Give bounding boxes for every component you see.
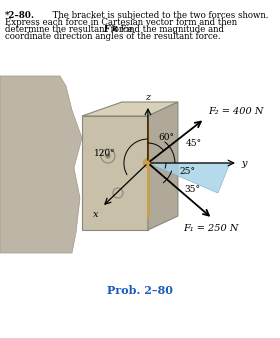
Polygon shape (0, 76, 82, 253)
Text: F₁ = 250 N: F₁ = 250 N (183, 224, 238, 233)
Circle shape (106, 154, 110, 158)
Polygon shape (148, 163, 230, 193)
Text: determine the resultant force: determine the resultant force (5, 25, 136, 34)
Text: . Find the magnitude and: . Find the magnitude and (115, 25, 224, 34)
Text: x: x (94, 210, 99, 219)
Text: Prob. 2–80: Prob. 2–80 (107, 285, 173, 295)
Text: The bracket is subjected to the two forces shown.: The bracket is subjected to the two forc… (47, 11, 269, 20)
Text: *2–80.: *2–80. (5, 11, 35, 20)
Text: 45°: 45° (186, 139, 202, 147)
Text: F₂ = 400 N: F₂ = 400 N (209, 107, 264, 116)
Text: F: F (104, 25, 110, 34)
Polygon shape (148, 102, 178, 230)
Text: y: y (241, 159, 246, 168)
Polygon shape (82, 116, 148, 230)
Text: coordinate direction angles of the resultant force.: coordinate direction angles of the resul… (5, 32, 221, 41)
Text: 60°: 60° (158, 132, 174, 142)
Text: 35°: 35° (184, 185, 200, 193)
Text: z: z (145, 93, 150, 102)
Polygon shape (82, 102, 178, 116)
Text: 25°: 25° (180, 167, 196, 175)
Text: R: R (111, 25, 117, 33)
Text: Express each force in Cartesian vector form and then: Express each force in Cartesian vector f… (5, 18, 237, 27)
Text: 120°: 120° (94, 148, 116, 158)
Circle shape (143, 159, 152, 168)
